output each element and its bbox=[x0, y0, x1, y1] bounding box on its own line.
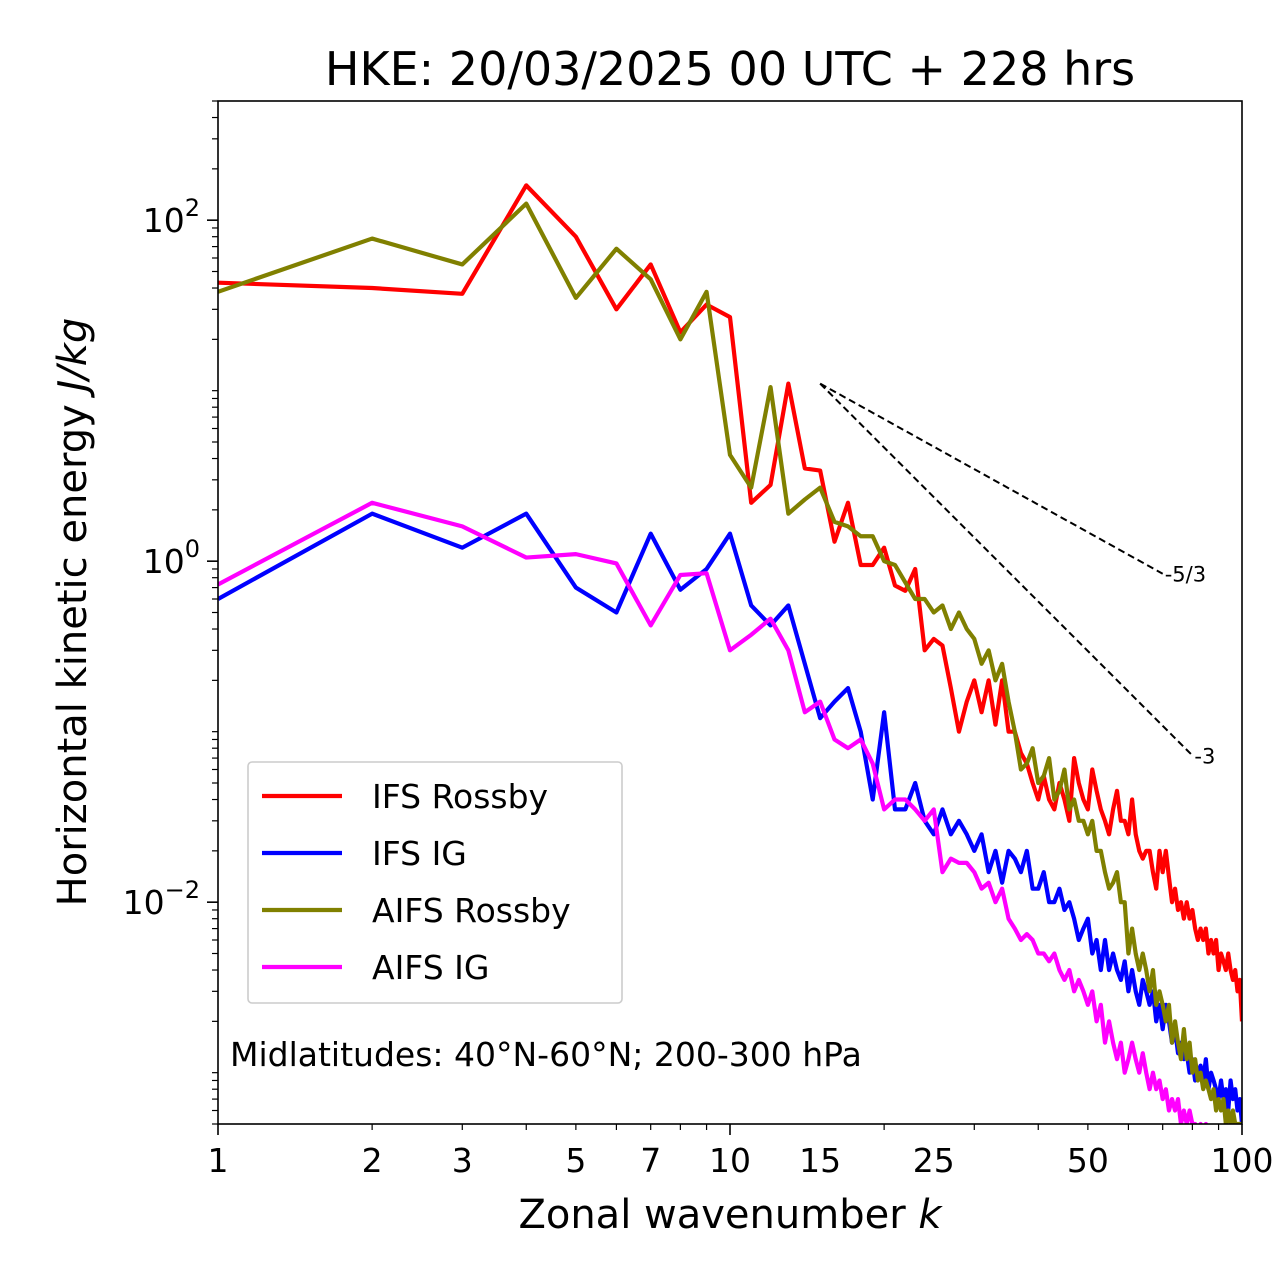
x-tick-label: 1 bbox=[208, 1141, 229, 1180]
series-layer bbox=[218, 183, 1242, 1124]
reference-line-label-2: -3 bbox=[1194, 744, 1215, 768]
x-tick-label: 2 bbox=[362, 1141, 383, 1180]
x-axis: 1 2 3 5 7 10 15 25 50 100 bbox=[208, 1124, 1274, 1180]
x-tick-label: 15 bbox=[799, 1141, 841, 1180]
legend-label: AIFS IG bbox=[372, 948, 489, 987]
chart-title: HKE: 20/03/2025 00 UTC + 228 hrs bbox=[325, 42, 1135, 96]
x-tick-label: 7 bbox=[640, 1141, 661, 1180]
x-tick-label: 50 bbox=[1067, 1141, 1109, 1180]
y-tick-label: 100 bbox=[143, 535, 200, 581]
series-line-aifs-ig bbox=[218, 500, 1208, 1124]
legend-box bbox=[247, 761, 623, 1004]
x-tick-label: 5 bbox=[565, 1141, 586, 1180]
region-annotation: Midlatitudes: 40°N-60°N; 200-300 hPa bbox=[230, 1035, 862, 1074]
reference-line-label-1: -5/3 bbox=[1165, 563, 1206, 587]
y-axis-label: Horizontal kinetic energy J/kg bbox=[50, 318, 96, 907]
x-tick-label: 10 bbox=[709, 1141, 751, 1180]
legend-label: IFS Rossby bbox=[372, 777, 548, 816]
x-tick-label: 25 bbox=[913, 1141, 955, 1180]
y-axis: 10−2 100 102 bbox=[123, 100, 218, 1125]
x-axis-label: Zonal wavenumber k bbox=[518, 1192, 943, 1238]
x-tick-label: 3 bbox=[452, 1141, 473, 1180]
legend-label: AIFS Rossby bbox=[372, 891, 571, 930]
reference-line-1 bbox=[819, 382, 1164, 575]
y-tick-label: 10−2 bbox=[123, 876, 200, 922]
legend: IFS Rossby IFS IG AIFS Rossby AIFS IG bbox=[247, 761, 623, 1004]
y-tick-label: 102 bbox=[143, 194, 200, 240]
x-tick-label: 100 bbox=[1211, 1141, 1274, 1180]
reference-slope-lines: -5/3 -3 bbox=[819, 382, 1215, 768]
series-line-aifs-rossby bbox=[218, 201, 1242, 1124]
legend-label: IFS IG bbox=[372, 834, 467, 873]
